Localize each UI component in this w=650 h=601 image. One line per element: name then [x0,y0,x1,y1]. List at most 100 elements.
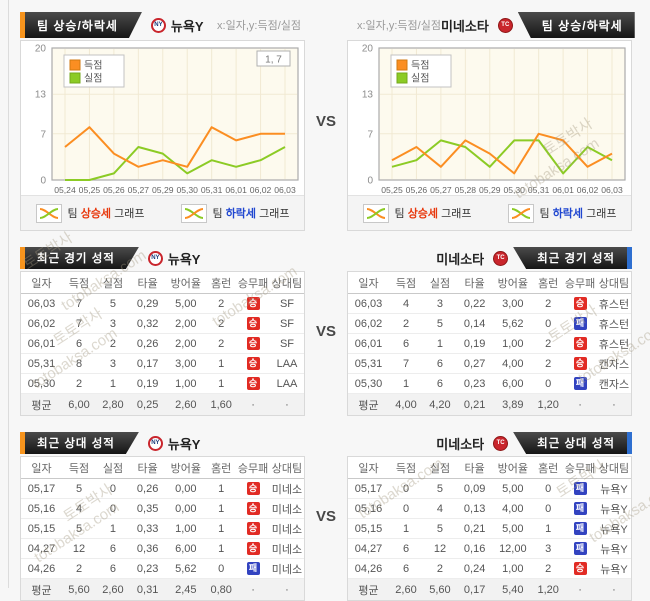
result-cell: 승 [236,317,270,330]
table-cell: 2 [75,562,83,575]
logo-text: NY [151,440,160,446]
newyork-yankees-logo-icon: NY [147,250,163,266]
average-cell: · [578,583,582,596]
word-graph: 그래프 [441,208,472,220]
table-header-row: 일자 득점 실점 타율 방어율 홈런 승무패 상대팀 [21,457,304,479]
loss-badge: 패 [573,542,587,555]
column-header: 일자 [31,462,52,475]
result-cell: 승 [236,522,270,535]
section-title: 최근 상대 성적 [37,438,115,450]
average-row: 평균 2,60 5,60 0,17 5,40 1,20 · · [348,579,631,600]
table-cell: 3 [436,297,444,310]
blue-accent-bar [627,247,632,269]
table-cell: 5,62 [502,317,524,330]
table-cell: 5 [436,522,444,535]
table-cell: 05,30 [27,377,56,390]
average-cell: 0,80 [210,583,232,596]
h2h-header-minnesota: 미네소타 TC 최근 상대 성적 [347,432,632,454]
chart-box: 20 13 7 0 05,24 05,25 05,26 05,27 05,29 05,30 05,3… [20,40,305,231]
svg-text:7: 7 [367,129,373,140]
minnesota-twins-logo-icon: TC [493,250,509,266]
win-badge: 승 [246,337,260,350]
table-row: 05,16 4 0 0,35 0,00 1 승 미네소 [21,499,304,519]
average-cell: 2,45 [175,583,197,596]
column-header: 일자 [31,277,52,290]
loss-badge: 패 [573,502,587,515]
table-cell: LAA [276,357,298,370]
orange-accent-bar [20,432,25,454]
table-row: 06,01 6 2 0,26 2,00 2 승 SF [21,334,304,354]
table-cell: 4,00 [502,502,524,515]
svg-text:20: 20 [362,44,374,55]
table-cell: 04,27 [27,542,56,555]
svg-text:05,29: 05,29 [152,185,174,195]
fall-graph-label: 팀 하락세 그래프 [540,205,617,221]
table-cell: 2 [545,562,552,575]
table-row: 05,31 7 6 0,27 4,00 2 승 캔자스 [348,354,631,374]
logo-text: NY [154,22,163,28]
table-cell: 0,19 [463,337,486,350]
trend-header-newyork: 팀 상승/하락세 NY 뉴욕Y x:일자,y:득점/실점 [20,12,305,38]
table-cell: 0,19 [136,377,159,390]
win-badge: 승 [573,562,587,575]
average-cell: · [285,398,289,411]
team-name: 뉴욕Y [167,436,201,452]
average-cell: 2,60 [395,583,417,596]
table-row: 05,15 1 5 0,21 5,00 1 패 뉴욕Y [348,519,631,539]
result-cell: 승 [563,562,597,575]
table-cell: 0,27 [463,357,486,370]
column-header: 타율 [464,462,485,475]
blue-accent-bar [627,432,632,454]
svg-text:05,29: 05,29 [479,185,501,195]
svg-text:0: 0 [40,176,46,187]
head-to-head-row: 최근 상대 성적 NY 뉴욕Y 일자 득점 실점 타율 방어율 홈런 승무패 상대팀 05,17… [20,432,632,601]
table-cell: 05,31 [27,357,56,370]
table-cell: 뉴욕Y [600,563,628,576]
table-cell: 06,02 [27,317,56,330]
table-cell: 미네소 [271,563,303,576]
recent-results-row: 최근 경기 성적 NY 뉴욕Y 일자 득점 실점 타율 방어율 홈런 승무패 상대팀 06,03… [20,247,632,416]
h2h-header-newyork: 최근 상대 성적 NY 뉴욕Y [20,432,305,454]
svg-text:13: 13 [35,90,47,101]
table-cell: 06,01 [27,337,56,350]
table-cell: 4,00 [502,357,524,370]
average-cell: · [612,583,616,596]
table-cell: 5,00 [502,482,524,495]
section-title: 팀 상승/하락세 [541,18,623,33]
column-header: 승무패 [237,462,269,475]
table-cell: 4 [402,297,410,310]
section-tab: 최근 경기 성적 [25,247,139,269]
section-tab: 팀 상승/하락세 [25,12,142,38]
table-cell: 0,26 [136,337,159,350]
word-graph: 그래프 [114,208,145,220]
result-cell: 승 [236,482,270,495]
table-cell: 0 [109,482,117,495]
table-cell: 5 [75,482,83,495]
table-cell: 6 [109,542,117,555]
average-label: 평균 [358,584,379,597]
average-cell: 2,60 [102,583,124,596]
recent-panel-minnesota: 미네소타 TC 최근 경기 성적 일자 득점 실점 타율 방어율 홈런 승무패 상대팀 06,0… [347,247,632,416]
column-header: 홈런 [538,462,559,475]
table-cell: 0,14 [463,317,486,330]
trend-line-chart-minnesota: 20 13 7 0 05,25 05,26 05,27 05,28 05,29 05,30 05,3… [362,44,626,195]
result-cell: 승 [236,542,270,555]
loss-badge: 패 [573,522,587,535]
column-header: 일자 [358,462,379,475]
svg-text:06,01: 06,01 [225,185,247,195]
win-badge: 승 [246,522,260,535]
table-cell: 6,00 [175,542,197,555]
column-header: 타율 [464,277,485,290]
average-row: 평균 5,60 2,60 0,31 2,45 0,80 · · [21,579,304,600]
svg-text:05,26: 05,26 [103,185,125,195]
table-cell: 미네소 [271,503,303,516]
table-row: 05,30 2 1 0,19 1,00 1 승 LAA [21,374,304,394]
table-header-row: 일자 득점 실점 타율 방어율 홈런 승무패 상대팀 [348,457,631,479]
win-badge: 승 [246,502,260,515]
trend-panel-newyork: 팀 상승/하락세 NY 뉴욕Y x:일자,y:득점/실점 20 13 7 0 05,24… [20,12,305,231]
column-header: 상대팀 [271,462,303,475]
table-cell: 0,23 [136,562,159,575]
column-header: 득점 [395,462,417,475]
newyork-yankees-logo-icon: NY [150,17,166,33]
word-fall: 하락세 [225,208,257,220]
